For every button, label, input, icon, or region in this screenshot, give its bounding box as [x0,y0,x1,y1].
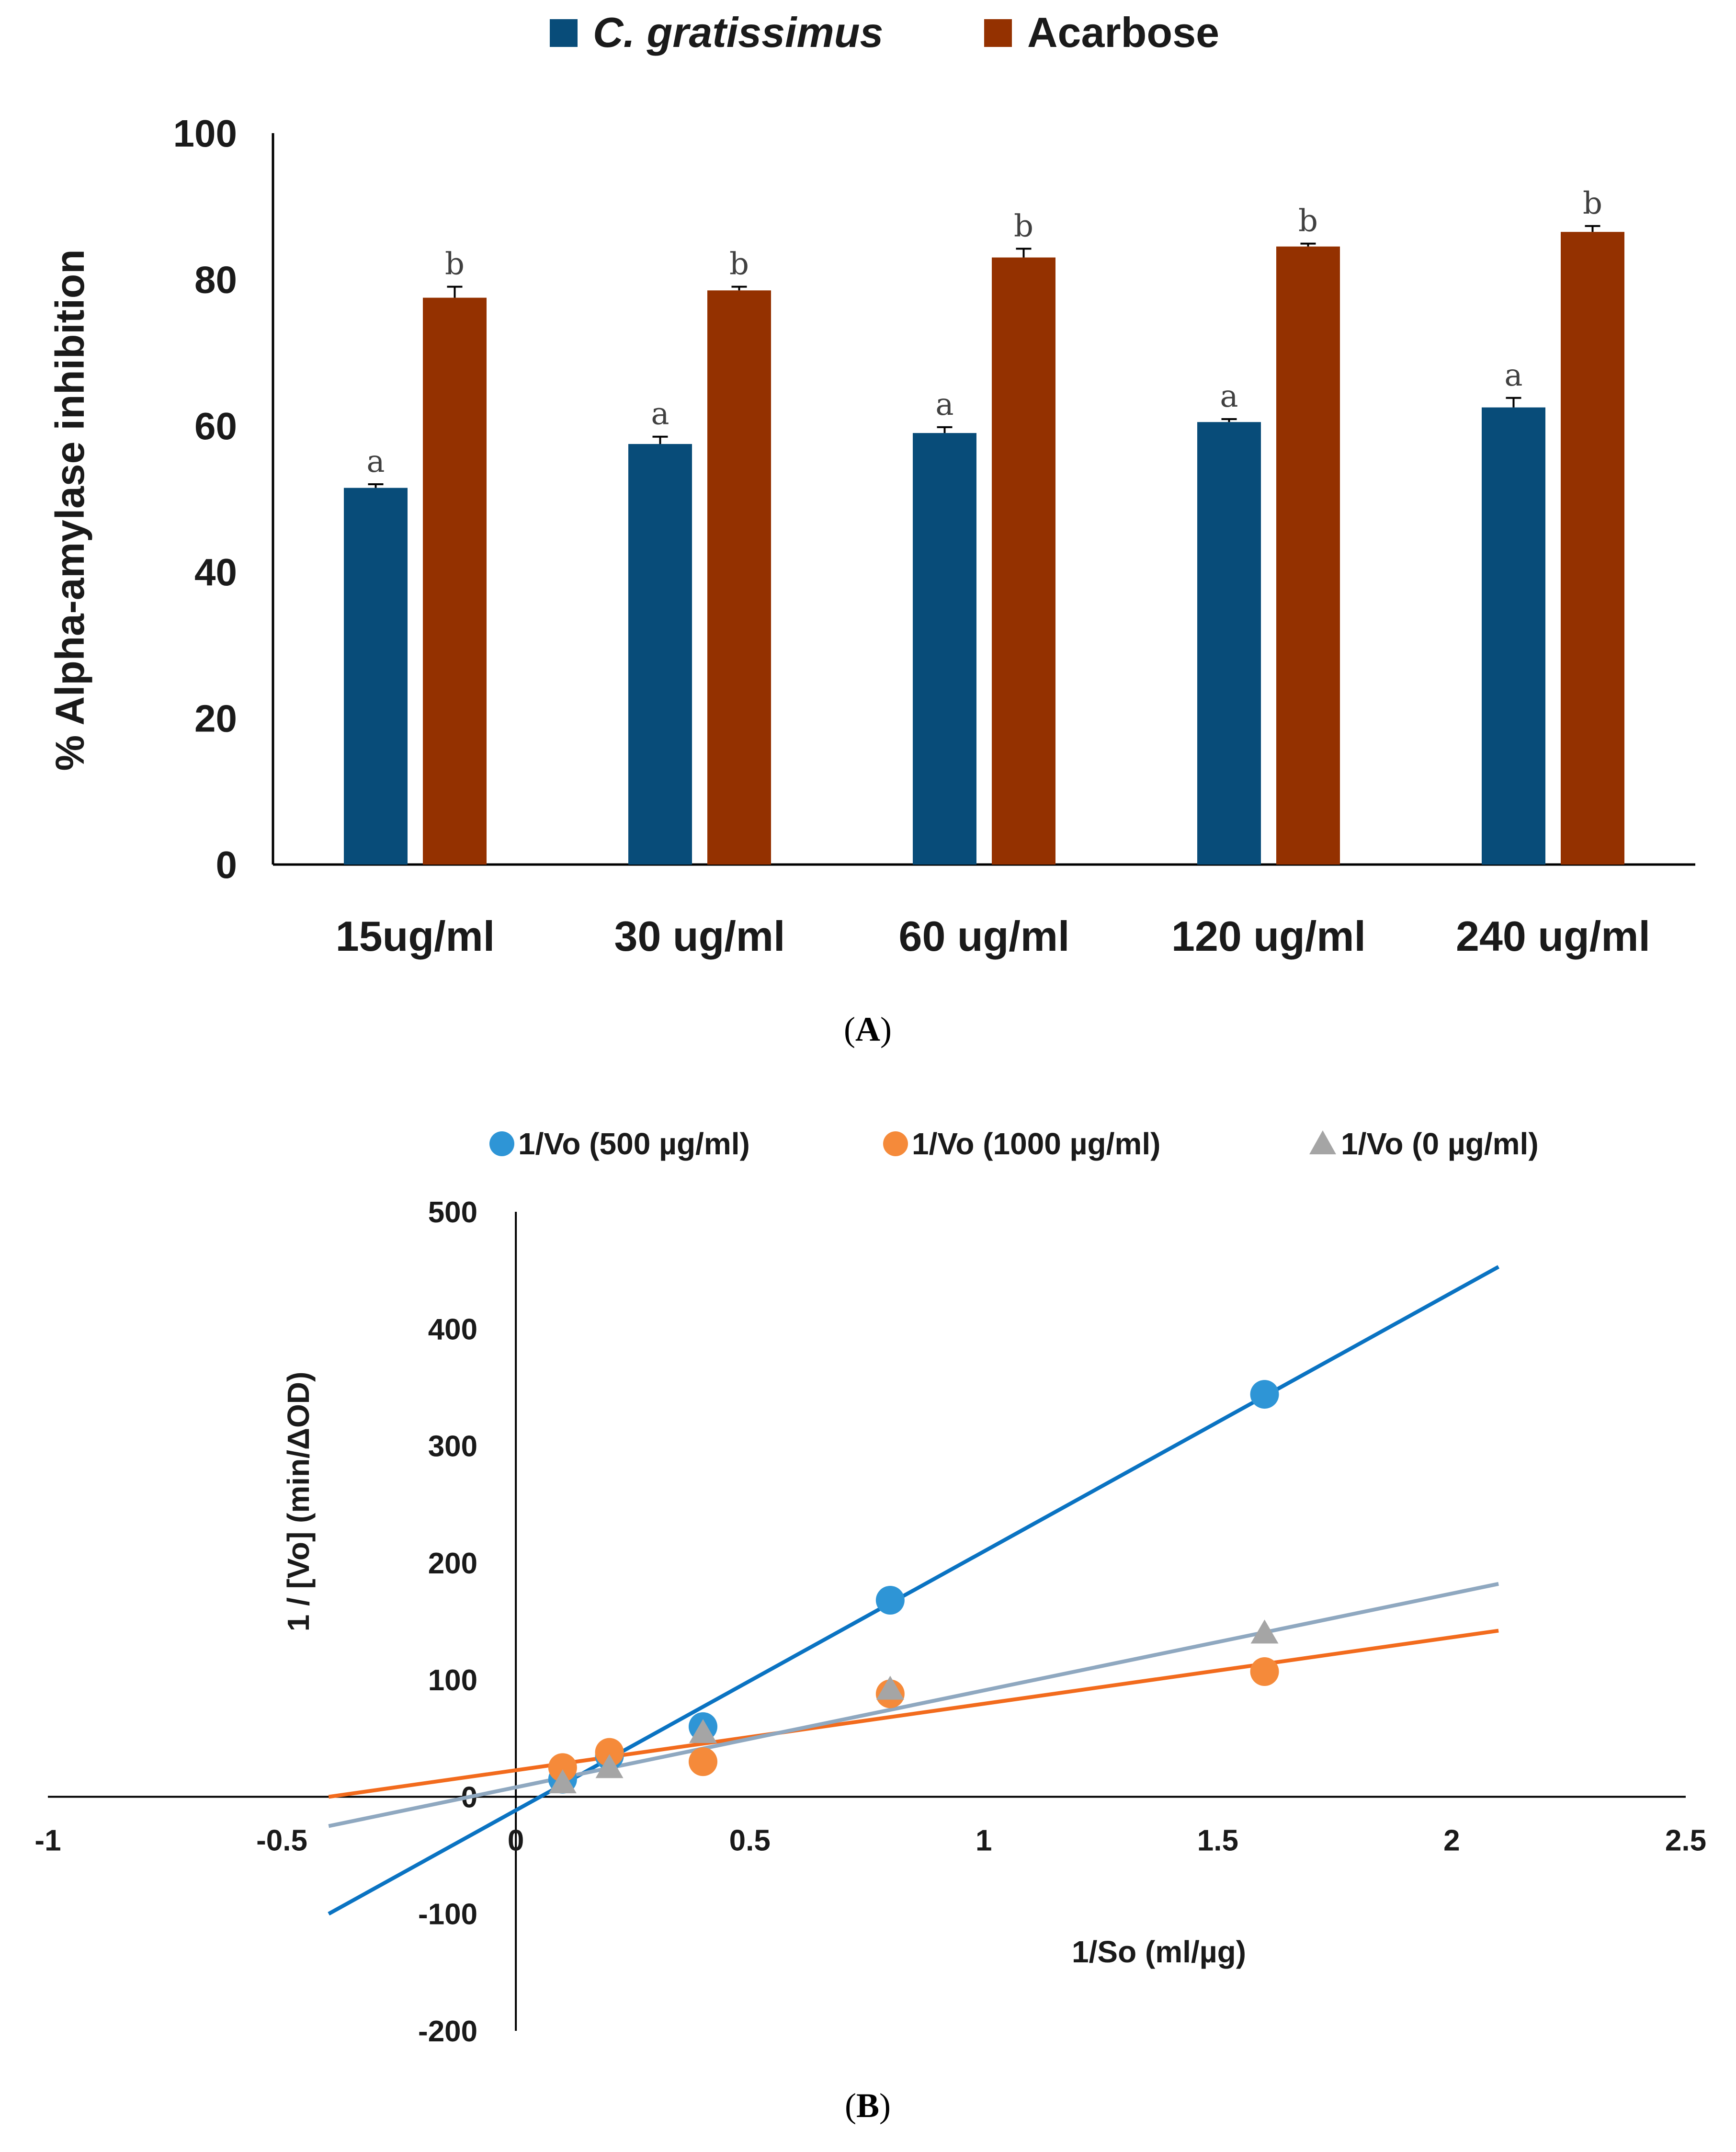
legend-label-0: 1/Vo (0 µg/ml) [1341,1127,1539,1161]
bar [1561,232,1624,865]
axes-b: -200-1000100200300400500-1-0.500.511.522… [34,1196,1706,2048]
bars-a: a b a b a b a b a b [344,186,1624,865]
x-axis-label-b: 1/So (ml/µg) [1072,1935,1246,1969]
legend-b: 1/Vo (500 µg/ml) 1/Vo (1000 µg/ml) 1/Vo … [489,1127,1539,1161]
trendlines-b [328,1265,1500,1916]
legend-label-acarbose: Acarbose [1027,9,1219,56]
axes-a: 0 20 40 60 80 100 15ug/ml 30 ug/ml 60 ug/ml 120 u… [173,112,1695,960]
data-point [548,1769,577,1794]
significance-letter: b [729,247,749,282]
y-tick-label-a: 0 [216,843,238,886]
bar [707,290,771,865]
significance-letter: b [1298,204,1318,239]
x-tick-label-a: 15ug/ml [336,912,495,960]
x-tick-label-b: 1 [976,1824,992,1857]
x-tick-label-b: -0.5 [256,1824,307,1857]
legend-swatch-acarbose [984,19,1012,47]
y-tick-label-b: 300 [428,1430,477,1463]
data-point [1250,1657,1279,1686]
legend-marker-1000 [883,1131,908,1156]
data-point [1250,1619,1279,1644]
y-tick-label-b: -200 [418,2015,477,2048]
significance-letter: a [935,387,953,422]
legend-marker-0 [1309,1130,1336,1154]
significance-letter: b [445,247,465,282]
y-tick-label-b: -100 [418,1898,477,1931]
data-point [689,1719,717,1743]
y-tick-label-b: 100 [428,1664,477,1697]
legend-swatch-c-gratissimus [550,19,578,47]
panel-label-a: (A) [844,1010,892,1048]
data-point [689,1747,717,1776]
legend-label-1000: 1/Vo (1000 µg/ml) [912,1127,1160,1161]
significance-letter: b [1583,186,1602,221]
y-tick-label-a: 80 [194,258,237,301]
data-point [1250,1380,1279,1409]
trendline [328,1582,1499,1828]
y-axis-label-b: 1 / [Vo] (min/ΔOD) [281,1372,316,1632]
data-point [548,1753,577,1782]
x-tick-label-a: 240 ug/ml [1456,912,1650,960]
legend-label-c-gratissimus: C. gratissimus [593,9,883,56]
bar [1482,407,1545,865]
x-tick-label-b: 1.5 [1197,1824,1238,1857]
bar [628,444,692,865]
significance-letter: b [1014,208,1033,244]
y-tick-label-a: 60 [194,405,237,447]
y-tick-label-b: 200 [428,1547,477,1580]
x-tick-label-a: 60 ug/ml [899,912,1070,960]
bar [1197,422,1261,865]
x-tick-label-b: 0.5 [729,1824,771,1857]
legend-marker-500 [489,1131,514,1156]
legend-a: C. gratissimus Acarbose [550,9,1219,56]
legend-label-500: 1/Vo (500 µg/ml) [518,1127,750,1161]
points-b [548,1380,1279,1794]
x-tick-label-b: -1 [34,1824,61,1857]
panel-b-lineweaver-burk: 1/Vo (500 µg/ml) 1/Vo (1000 µg/ml) 1/Vo … [34,1127,1706,2125]
bar [344,488,408,865]
y-tick-label-a: 20 [194,697,237,740]
y-tick-label-a: 100 [173,112,237,155]
data-point [595,1754,624,1778]
x-tick-label-b: 2.5 [1665,1824,1706,1857]
y-tick-label-b: 400 [428,1313,477,1346]
bar [1276,246,1340,865]
bar [423,297,487,865]
significance-letter: a [366,444,385,479]
x-tick-label-b: 2 [1443,1824,1460,1857]
data-point [875,1586,905,1615]
x-tick-label-a: 30 ug/ml [614,912,785,960]
x-tick-label-a: 120 ug/ml [1171,912,1366,960]
significance-letter: a [1220,379,1238,414]
panel-label-b: (B) [845,2086,891,2125]
y-tick-label-a: 40 [194,551,237,593]
data-point [876,1675,904,1700]
significance-letter: a [651,397,669,432]
x-tick-label-b: 0 [508,1824,524,1857]
bar [992,257,1055,865]
y-axis-label-a: % Alpha-amylase inhibition [47,249,92,771]
trendline [328,1628,1499,1799]
data-point [595,1738,624,1767]
bar [913,433,976,865]
significance-letter: a [1504,358,1522,393]
panel-a-bar-chart: C. gratissimus Acarbose 0 20 40 60 80 100 15ug… [47,9,1695,1048]
trendline [328,1265,1500,1916]
y-tick-label-b: 500 [428,1196,477,1229]
